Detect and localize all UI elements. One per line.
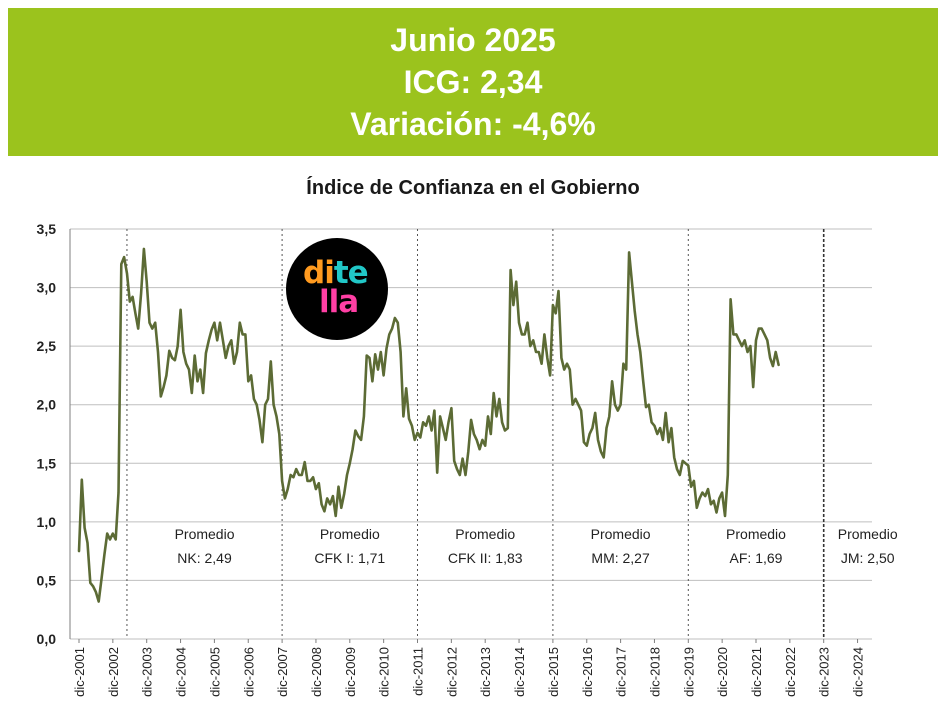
x-tick-label: dic-2024 xyxy=(851,647,866,697)
y-tick-label: 3,0 xyxy=(37,280,57,296)
x-tick-label: dic-2007 xyxy=(275,647,290,697)
y-tick-label: 0,0 xyxy=(37,631,57,647)
x-tick-label: dic-2013 xyxy=(478,647,493,697)
x-tick-label: dic-2010 xyxy=(377,647,392,697)
x-tick-label: dic-2004 xyxy=(174,647,189,697)
annotation-label: Promedio xyxy=(320,526,380,542)
annotation-value: MM: 2,27 xyxy=(591,550,650,566)
period-average-annotation: Promedio MM: 2,27 xyxy=(591,526,651,566)
period-average-annotation: Promedio CFK II: 1,83 xyxy=(448,526,523,566)
x-tick-label: dic-2002 xyxy=(106,647,121,697)
x-tick-label: dic-2017 xyxy=(614,647,629,697)
annotation-label: Promedio xyxy=(838,526,898,542)
x-tick-label: dic-2023 xyxy=(817,647,832,697)
x-tick-label: dic-2015 xyxy=(546,647,561,697)
annotation-value: CFK I: 1,71 xyxy=(314,550,385,566)
period-average-annotation: Promedio JM: 2,50 xyxy=(838,526,898,566)
y-tick-label: 2,5 xyxy=(37,338,57,354)
annotation-label: Promedio xyxy=(726,526,786,542)
y-tick-label: 1,5 xyxy=(37,455,57,471)
x-tick-label: dic-2022 xyxy=(783,647,798,697)
annotation-label: Promedio xyxy=(591,526,651,542)
x-tick-label: dic-2009 xyxy=(343,647,358,697)
annotation-value: NK: 2,49 xyxy=(177,550,232,566)
period-average-annotation: Promedio NK: 2,49 xyxy=(175,526,235,566)
x-tick-label: dic-2021 xyxy=(749,647,764,697)
x-tick-label: dic-2019 xyxy=(681,647,696,697)
annotation-value: CFK II: 1,83 xyxy=(448,550,523,566)
annotation-value: JM: 2,50 xyxy=(841,550,895,566)
ditella-logo: dite lla xyxy=(286,238,388,340)
x-tick-label: dic-2016 xyxy=(580,647,595,697)
y-tick-label: 3,5 xyxy=(37,221,57,237)
x-tick-label: dic-2020 xyxy=(715,647,730,697)
x-tick-label: dic-2006 xyxy=(241,647,256,697)
summary-banner: Junio 2025 ICG: 2,34 Variación: -4,6% xyxy=(8,8,938,156)
period-average-annotation: Promedio CFK I: 1,71 xyxy=(314,526,385,566)
banner-variation: Variación: -4,6% xyxy=(350,106,596,142)
x-tick-label: dic-2018 xyxy=(647,647,662,697)
x-tick-label: dic-2008 xyxy=(309,647,324,697)
annotation-label: Promedio xyxy=(175,526,235,542)
series-line xyxy=(77,247,780,603)
y-tick-label: 0,5 xyxy=(37,572,57,588)
chart-title: Índice de Confianza en el Gobierno xyxy=(306,177,640,199)
x-tick-label: dic-2005 xyxy=(207,647,222,697)
annotation-label: Promedio xyxy=(455,526,515,542)
x-tick-label: dic-2012 xyxy=(444,647,459,697)
banner-icg-value: ICG: 2,34 xyxy=(403,64,543,100)
x-tick-label: dic-2003 xyxy=(140,647,155,697)
x-tick-label: dic-2014 xyxy=(512,647,527,697)
line-chart: 0,0 0,5 1,0 1,5 2,0 2,5 3,0 3,5 dic-2001 dic-2002… xyxy=(37,221,898,697)
period-average-annotation: Promedio AF: 1,69 xyxy=(726,526,786,566)
banner-period: Junio 2025 xyxy=(390,22,556,58)
x-tick-label: dic-2001 xyxy=(72,647,87,697)
y-tick-label: 1,0 xyxy=(37,514,57,530)
annotation-value: AF: 1,69 xyxy=(730,550,783,566)
x-tick-label: dic-2011 xyxy=(411,647,426,696)
y-tick-label: 2,0 xyxy=(37,397,57,413)
